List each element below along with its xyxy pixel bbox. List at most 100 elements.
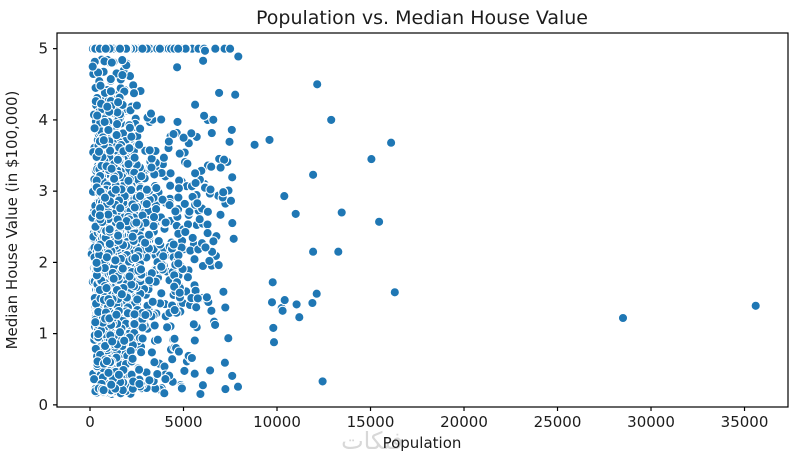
data-point xyxy=(195,388,206,400)
data-point xyxy=(107,336,118,347)
data-point xyxy=(161,322,173,333)
data-point xyxy=(294,312,305,323)
data-point xyxy=(92,242,104,253)
data-point xyxy=(172,116,183,128)
data-point xyxy=(131,217,142,228)
data-point xyxy=(144,375,155,386)
data-point xyxy=(279,190,290,202)
data-point xyxy=(89,123,100,134)
data-point xyxy=(333,246,344,257)
data-point xyxy=(206,161,217,172)
scatter-points xyxy=(86,43,761,400)
data-point xyxy=(189,335,200,346)
data-point xyxy=(617,312,629,324)
data-point xyxy=(103,367,114,378)
data-point xyxy=(224,136,235,147)
data-point xyxy=(113,369,125,380)
data-point xyxy=(156,261,167,272)
data-point xyxy=(232,381,244,392)
data-point xyxy=(204,255,215,267)
data-point xyxy=(135,264,147,275)
data-point xyxy=(115,220,126,231)
data-point xyxy=(228,233,239,244)
data-point xyxy=(208,114,219,125)
data-point xyxy=(103,124,114,136)
data-point xyxy=(168,128,179,140)
data-point xyxy=(194,214,205,225)
data-point xyxy=(101,282,112,294)
data-point xyxy=(130,252,141,264)
data-point xyxy=(134,190,146,202)
data-point xyxy=(152,334,163,345)
data-point xyxy=(171,62,183,73)
data-point xyxy=(133,364,145,375)
data-point xyxy=(95,80,106,91)
data-point xyxy=(213,87,225,99)
data-point xyxy=(159,388,170,399)
data-point xyxy=(124,122,136,133)
data-point xyxy=(111,118,123,130)
y-tick-label: 4 xyxy=(38,111,48,129)
data-point xyxy=(124,143,135,154)
data-point xyxy=(168,239,179,250)
data-point xyxy=(115,203,126,214)
data-point xyxy=(160,373,171,385)
data-point xyxy=(389,287,400,298)
data-point xyxy=(169,333,180,344)
data-point xyxy=(182,158,193,169)
data-point xyxy=(307,169,319,180)
data-point xyxy=(98,384,109,396)
data-point xyxy=(129,152,140,163)
data-point xyxy=(189,368,200,379)
data-point xyxy=(137,43,148,54)
data-point xyxy=(105,297,116,309)
y-tick-label: 5 xyxy=(38,40,48,58)
data-point xyxy=(112,154,124,165)
data-point xyxy=(224,43,236,54)
data-point xyxy=(104,238,115,250)
data-point xyxy=(202,219,213,230)
data-point xyxy=(202,227,213,239)
data-point xyxy=(366,153,377,165)
data-point xyxy=(192,293,203,304)
data-point xyxy=(209,319,221,331)
data-point xyxy=(141,184,153,195)
data-point xyxy=(173,43,184,54)
data-point xyxy=(152,368,163,380)
data-point xyxy=(336,207,347,218)
y-tick-label: 2 xyxy=(38,253,48,271)
data-point xyxy=(192,198,203,209)
data-point xyxy=(215,162,226,173)
data-point xyxy=(291,299,302,310)
data-point xyxy=(149,357,160,368)
axis-ticks: 0 5000 10000 15000 20000 25000 30000 35000 0 1 2 3 4… xyxy=(38,40,768,431)
data-point xyxy=(124,271,135,282)
data-point xyxy=(111,309,122,320)
data-point xyxy=(199,45,211,56)
data-point xyxy=(148,211,160,223)
data-point xyxy=(144,145,155,156)
data-point xyxy=(326,114,337,126)
data-point xyxy=(173,346,185,357)
data-point xyxy=(101,252,113,263)
data-point xyxy=(176,383,188,394)
x-tick-label: 10000 xyxy=(253,413,301,431)
chart-title: Population vs. Median House Value xyxy=(256,7,588,29)
data-point xyxy=(187,232,198,244)
y-axis-label: Median House Value (in $100,000) xyxy=(3,91,21,350)
x-tick-label: 0 xyxy=(85,413,95,431)
data-point xyxy=(202,206,214,217)
data-point xyxy=(227,172,238,183)
data-point xyxy=(227,217,238,229)
data-point xyxy=(215,209,226,220)
data-point xyxy=(218,187,229,198)
data-point xyxy=(105,73,116,85)
data-point xyxy=(106,57,117,68)
data-point xyxy=(197,55,209,66)
data-point xyxy=(184,206,195,217)
data-point xyxy=(117,263,128,274)
data-point xyxy=(226,124,237,136)
data-point xyxy=(129,202,140,213)
data-point xyxy=(100,43,111,54)
data-point xyxy=(220,302,231,313)
